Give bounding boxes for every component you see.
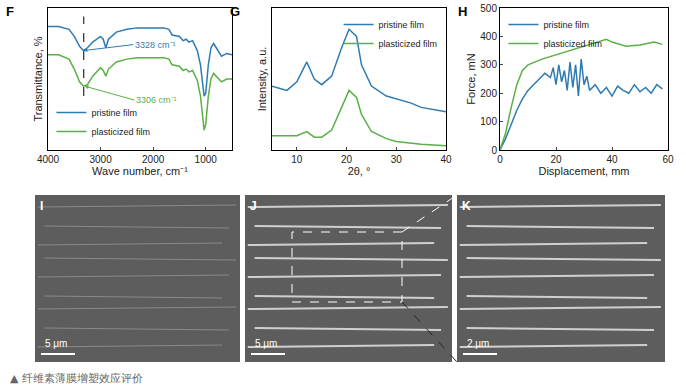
svg-text:5 μm: 5 μm [255, 338, 277, 349]
svg-text:100: 100 [480, 116, 497, 127]
svg-text:I: I [40, 199, 43, 213]
svg-text:plasticized film: plasticized film [379, 39, 438, 49]
svg-text:20: 20 [341, 154, 353, 165]
svg-text:J: J [250, 199, 257, 213]
svg-text:F: F [6, 4, 14, 19]
svg-text:▲ 纤维素薄膜增塑效应评价: ▲ 纤维素薄膜增塑效应评价 [10, 372, 143, 385]
svg-text:2 μm: 2 μm [467, 338, 489, 349]
svg-text:pristine film: pristine film [379, 20, 425, 30]
svg-text:400: 400 [480, 31, 497, 42]
svg-text:10: 10 [291, 154, 303, 165]
svg-text:plasticized film: plasticized film [543, 39, 602, 49]
svg-text:H: H [458, 4, 467, 19]
svg-text:1000: 1000 [195, 154, 218, 165]
svg-text:pristine film: pristine film [543, 20, 589, 30]
svg-text:20: 20 [550, 154, 562, 165]
svg-text:500: 500 [480, 3, 497, 14]
svg-text:3328 cm⁻¹: 3328 cm⁻¹ [135, 40, 176, 50]
svg-text:G: G [230, 4, 240, 19]
svg-text:300: 300 [480, 59, 497, 70]
svg-text:3000: 3000 [89, 154, 112, 165]
svg-text:Transmittance, %: Transmittance, % [32, 36, 44, 121]
svg-text:2000: 2000 [142, 154, 165, 165]
svg-text:40: 40 [606, 154, 618, 165]
svg-text:4000: 4000 [37, 154, 60, 165]
svg-text:Intensity, a.u.: Intensity, a.u. [256, 47, 268, 112]
svg-text:0: 0 [491, 145, 497, 156]
svg-text:0: 0 [497, 154, 503, 165]
svg-text:Force, mN: Force, mN [465, 53, 477, 104]
svg-text:200: 200 [480, 88, 497, 99]
svg-text:40: 40 [440, 154, 452, 165]
svg-text:30: 30 [391, 154, 403, 165]
svg-text:Wave number, cm⁻¹: Wave number, cm⁻¹ [92, 165, 188, 177]
svg-text:K: K [462, 199, 471, 213]
svg-text:3306 cm⁻¹: 3306 cm⁻¹ [136, 95, 177, 105]
svg-text:60: 60 [662, 154, 674, 165]
svg-text:5 μm: 5 μm [45, 338, 67, 349]
svg-text:plasticized film: plasticized film [91, 127, 150, 137]
svg-text:Displacement, mm: Displacement, mm [538, 165, 629, 177]
svg-text:pristine film: pristine film [91, 108, 137, 118]
svg-text:2θ, °: 2θ, ° [348, 165, 371, 177]
